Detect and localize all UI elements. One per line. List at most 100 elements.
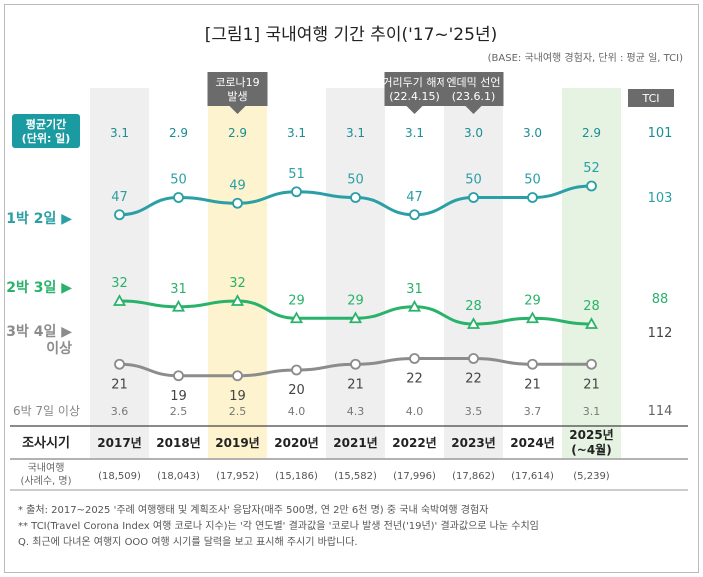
series-0-point-8 <box>586 180 597 192</box>
extra-row-value-6: 3.5 <box>465 405 483 418</box>
annotation-callout-1 <box>384 72 445 114</box>
annotation-text-1-1: (22.4.15) <box>389 90 440 103</box>
series-1-point-7 <box>525 311 540 324</box>
sample-label-0: 국내여행 <box>28 462 65 474</box>
series-0-point-7 <box>527 192 538 203</box>
extra-row-value-2: 2.5 <box>229 405 247 418</box>
column-bg-2 <box>208 88 267 458</box>
category-label-8-0: 2025년 <box>569 428 613 442</box>
sample-value-4: (15,582) <box>334 471 377 482</box>
series-0-point-2 <box>232 197 243 209</box>
category-label-7: 2024년 <box>510 436 554 450</box>
chart-title: [그림1] 국내여행 기간 추이('17~'25년) <box>205 25 497 45</box>
annotation-text-2-0: 엔데믹 선언 <box>446 76 500 89</box>
series-1-point-1 <box>171 299 186 312</box>
footnote-2: Q. 최근에 다녀온 여행지 OOO 여행 시기를 달력을 보고 표시해 주시기… <box>18 535 358 548</box>
series-1-point-3 <box>289 311 304 324</box>
series-1-point-4 <box>348 311 363 324</box>
series-1-value-1: 31 <box>170 282 187 297</box>
series-1-value-7: 29 <box>524 293 541 308</box>
series-1-value-3: 29 <box>288 293 305 308</box>
extra-row-label: 6박 7일 이상 <box>13 404 80 418</box>
series-2-value-5: 22 <box>406 372 423 387</box>
annotation-callout-2 <box>443 72 504 114</box>
series-1-point-0 <box>112 294 127 306</box>
avg-value-5: 3.1 <box>405 126 424 140</box>
series-0-value-8: 52 <box>583 161 600 176</box>
extra-row-value-5: 4.0 <box>406 405 424 418</box>
category-label-0: 2017년 <box>97 436 141 450</box>
avg-label-line-1: (단위: 일) <box>22 131 71 145</box>
series-0-value-5: 47 <box>406 190 423 205</box>
annotation-text-0-0: 코로나19 <box>215 76 259 89</box>
annotation-text-0-1: 발생 <box>227 90 247 103</box>
extra-row-value-0: 3.6 <box>111 405 129 418</box>
avg-value-2: 2.9 <box>228 126 247 140</box>
series-2-value-3: 20 <box>288 383 305 398</box>
series-0-value-4: 50 <box>347 173 364 188</box>
series-tci-1: 88 <box>652 292 669 307</box>
series-label-2-0: 3박 4일 ▶ <box>6 323 72 340</box>
avg-value-4: 3.1 <box>346 126 365 140</box>
series-0-value-3: 51 <box>288 167 305 182</box>
footnote-1: ** TCI(Travel Corona Index 여행 코로나 지수)는 '… <box>18 519 539 532</box>
column-bg-8 <box>562 88 621 458</box>
series-0-point-0 <box>114 209 125 221</box>
series-0-point-1 <box>173 192 184 203</box>
column-bg-4 <box>326 88 385 458</box>
series-2-point-3 <box>291 364 302 376</box>
series-0-point-4 <box>350 192 361 203</box>
sample-label-1: (사례수, 명) <box>21 475 72 487</box>
series-2-point-7 <box>527 358 538 370</box>
series-2-point-6 <box>468 353 479 364</box>
avg-value-6: 3.0 <box>464 126 483 140</box>
series-1-value-6: 28 <box>465 299 482 314</box>
annotation-callout-0 <box>207 72 268 114</box>
series-label-2-1: 이상 <box>46 340 72 357</box>
footnote-0: * 출처: 2017~2025 '주례 여행행태 및 계획조사' 응답자(매주 … <box>18 503 488 516</box>
sample-value-7: (17,614) <box>511 471 554 482</box>
chart-subtitle: (BASE: 국내여행 경험자, 단위 : 평균 일, TCI) <box>488 51 683 64</box>
series-1-value-2: 32 <box>229 276 246 291</box>
series-2-value-7: 21 <box>524 377 541 392</box>
category-label-2: 2019년 <box>215 436 259 450</box>
series-0-value-7: 50 <box>524 173 541 188</box>
series-0-point-3 <box>291 186 302 198</box>
sample-value-0: (18,509) <box>98 471 141 482</box>
series-2-point-8 <box>586 358 597 370</box>
category-label-5: 2022년 <box>392 436 436 450</box>
series-2-point-4 <box>350 358 361 370</box>
avg-label-box <box>12 114 80 148</box>
extra-row-value-4: 4.3 <box>347 405 365 418</box>
annotation-text-1-0: 거리두기 해제 <box>382 75 446 89</box>
annotation-text-2-1: (23.6.1) <box>452 90 496 103</box>
header-row-label: 조사시기 <box>22 435 70 451</box>
series-1-value-8: 28 <box>583 299 600 314</box>
series-0-value-0: 47 <box>111 190 128 205</box>
extra-row-tci: 114 <box>648 404 673 419</box>
series-1-value-5: 31 <box>406 282 423 297</box>
series-0-value-1: 50 <box>170 173 187 188</box>
category-label-3: 2020년 <box>274 436 318 450</box>
figure-border <box>4 4 699 573</box>
series-0-value-2: 49 <box>229 178 246 193</box>
series-2-value-4: 21 <box>347 377 364 392</box>
tci-header-label: TCI <box>642 92 660 105</box>
series-1-point-5 <box>407 299 422 312</box>
series-label-1-0: 2박 3일 ▶ <box>6 279 72 296</box>
avg-label-line-0: 평균기간 <box>26 117 66 131</box>
extra-row-value-8: 3.1 <box>583 405 601 418</box>
tci-header-badge <box>628 89 674 107</box>
avg-value-7: 3.0 <box>523 126 542 140</box>
series-2-value-1: 19 <box>170 389 187 404</box>
series-1-point-8 <box>584 317 599 329</box>
extra-row-value-1: 2.5 <box>170 405 188 418</box>
series-0-point-5 <box>409 209 420 221</box>
sample-value-2: (17,952) <box>216 471 259 482</box>
series-2-value-6: 22 <box>465 372 482 387</box>
extra-row-value-7: 3.7 <box>524 405 542 418</box>
series-1-point-2 <box>230 294 245 306</box>
series-1-value-0: 32 <box>111 276 128 291</box>
category-label-6: 2023년 <box>451 436 495 450</box>
